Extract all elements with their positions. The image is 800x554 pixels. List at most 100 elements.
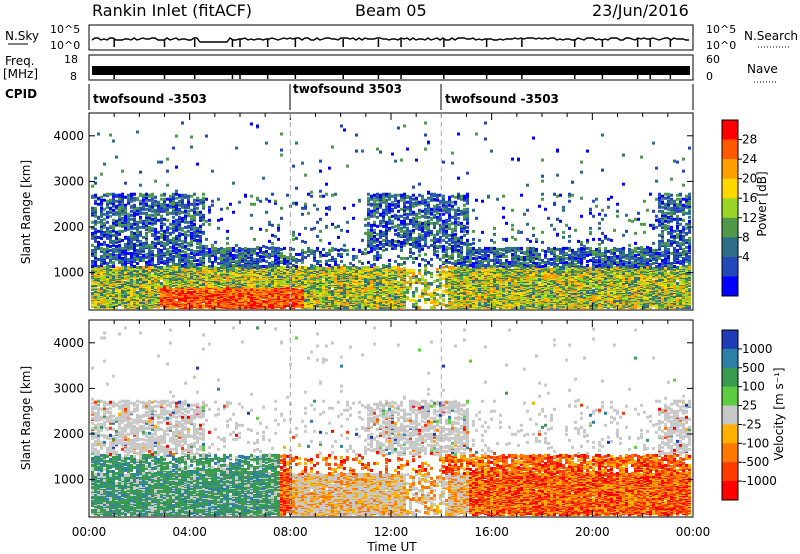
power-cell	[304, 281, 307, 285]
freq-tick-top: 18	[64, 53, 78, 66]
power-cell	[235, 286, 238, 290]
power-cell	[376, 250, 379, 254]
power-cell	[190, 248, 193, 252]
power-cell	[250, 122, 253, 126]
power-cell	[100, 249, 103, 253]
power-cell	[127, 193, 130, 197]
power-cell	[133, 235, 136, 239]
power-cell	[346, 302, 349, 306]
power-cell	[109, 252, 112, 256]
power-cell	[142, 206, 145, 210]
power-cell	[151, 226, 154, 230]
power-cell	[97, 215, 100, 219]
power-cell	[211, 302, 214, 306]
power-cell	[115, 222, 118, 226]
power-cell	[151, 249, 154, 253]
power-cell	[319, 296, 322, 300]
power-cell	[313, 300, 316, 304]
power-cell	[271, 274, 274, 278]
power-cell	[115, 193, 118, 197]
power-cell	[151, 207, 154, 211]
power-cell	[100, 265, 103, 269]
power-cell	[181, 245, 184, 249]
power-cell	[307, 266, 310, 270]
power-cell	[199, 266, 202, 270]
power-cell	[199, 305, 202, 309]
power-cell	[196, 210, 199, 214]
power-cell	[334, 259, 337, 263]
power-cell	[325, 262, 328, 266]
power-cell	[127, 251, 130, 255]
power-cell	[307, 304, 310, 308]
power-cell	[259, 254, 262, 258]
power-cell	[214, 271, 217, 275]
power-cell	[304, 265, 307, 269]
power-cell	[100, 229, 103, 233]
power-cell	[112, 252, 115, 256]
power-cell	[340, 294, 343, 298]
power-cell	[361, 250, 364, 254]
power-cell	[370, 225, 373, 229]
power-cell	[286, 193, 289, 197]
power-cell	[370, 196, 373, 200]
power-cell	[367, 192, 370, 196]
power-cell	[175, 201, 178, 205]
power-cell	[121, 256, 124, 260]
power-cell	[295, 259, 298, 263]
power-cell	[157, 200, 160, 204]
power-cell	[268, 270, 271, 274]
power-cell	[319, 272, 322, 276]
power-cell	[358, 305, 361, 309]
power-cell	[178, 297, 181, 301]
power-cell	[166, 169, 169, 173]
power-cell	[175, 240, 178, 244]
power-cell	[202, 283, 205, 287]
power-cell	[370, 231, 373, 235]
power-cell	[118, 252, 121, 256]
power-cell	[100, 283, 103, 287]
power-cell	[118, 293, 121, 297]
power-cell	[304, 226, 307, 230]
power-cell	[307, 246, 310, 250]
power-cell	[151, 192, 154, 196]
power-cell	[292, 255, 295, 259]
power-cell	[226, 279, 229, 283]
power-cell	[370, 285, 373, 289]
power-cell	[358, 259, 361, 263]
power-cell	[193, 207, 196, 211]
power-cell	[343, 243, 346, 247]
power-cell	[187, 194, 190, 198]
power-cell	[166, 207, 169, 211]
power-cell	[229, 251, 232, 255]
power-cell	[136, 220, 139, 224]
power-cell	[145, 231, 148, 235]
power-cell	[373, 202, 376, 206]
power-cell	[118, 202, 121, 206]
power-cell	[100, 206, 103, 210]
power-cell	[316, 299, 319, 303]
power-cell	[364, 265, 367, 269]
power-cell	[130, 239, 133, 243]
power-cell	[118, 211, 121, 215]
power-cell	[277, 280, 280, 284]
power-cell	[175, 267, 178, 271]
power-cell	[103, 251, 106, 255]
power-cell	[187, 265, 190, 269]
power-cell	[151, 240, 154, 244]
power-cell	[184, 280, 187, 284]
power-cell	[202, 213, 205, 217]
power-cell	[253, 251, 256, 255]
power-cell	[238, 273, 241, 277]
power-cell	[133, 222, 136, 226]
power-cell	[214, 252, 217, 256]
power-cell	[301, 254, 304, 258]
power-cell	[217, 247, 220, 251]
power-cell	[355, 149, 358, 153]
power-cell	[127, 217, 130, 221]
power-cell	[259, 227, 262, 231]
power-cell	[199, 256, 202, 260]
power-cell	[160, 219, 163, 223]
power-cell	[265, 249, 268, 253]
power-cell	[202, 269, 205, 273]
power-cell	[262, 254, 265, 258]
